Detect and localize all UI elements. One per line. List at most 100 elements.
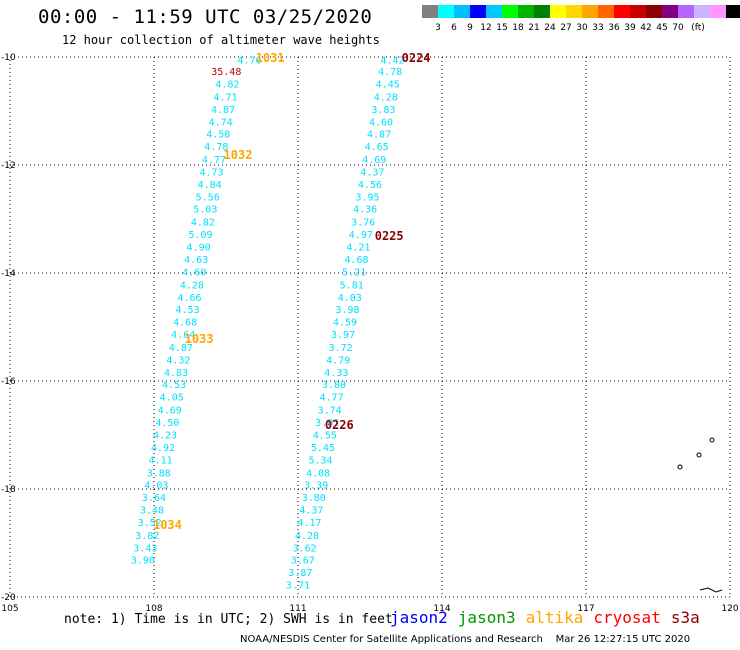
wave-height-label: 3.71: [286, 581, 310, 592]
wave-height-label: 4.87: [211, 105, 235, 116]
time-label: 0226: [325, 418, 354, 432]
scale-swatch: [486, 5, 502, 18]
scale-label: 3: [435, 23, 441, 33]
wave-height-label: 3.90: [131, 556, 155, 567]
wave-height-label: 4.36: [353, 205, 377, 216]
wave-height-label: 4.64: [171, 330, 195, 341]
scale-swatch: [614, 5, 630, 18]
wave-height-label: 4.71: [213, 92, 237, 103]
scale-swatch: [566, 5, 582, 18]
wave-height-label: 3.43: [133, 543, 157, 554]
chart-title: 00:00 - 11:59 UTC 03/25/2020: [38, 6, 373, 28]
wave-height-label: 4.68: [344, 255, 368, 266]
footer-credit: NOAA/NESDIS Center for Satellite Applica…: [240, 634, 691, 645]
x-tick-label: 117: [577, 604, 594, 614]
legend-s3a: s3a: [670, 608, 700, 627]
wave-height-label: 3.87: [288, 568, 312, 579]
wave-height-label: 35.48: [211, 67, 241, 78]
scale-swatch: [582, 5, 598, 18]
wave-height-label: 4.37: [299, 506, 323, 517]
wave-height-label: 4.45: [376, 79, 400, 90]
scale-label: 6: [451, 23, 457, 33]
scale-swatch: [710, 5, 726, 18]
wave-height-label: 4.50: [155, 418, 179, 429]
wave-height-label: 4.78: [378, 67, 402, 78]
scale-swatch: [518, 5, 534, 18]
wave-height-label: 3.48: [140, 506, 164, 517]
wave-height-label: 4.32: [166, 355, 190, 366]
wave-height-label: 4.84: [198, 180, 222, 191]
wave-height-label: 4.82: [191, 218, 215, 229]
chart-grid: [10, 57, 730, 597]
legend-jason2: jason2: [390, 608, 448, 627]
wave-height-label: 4.53: [176, 305, 200, 316]
wave-height-label: 4.90: [187, 243, 211, 254]
wave-height-label: 3.82: [135, 531, 159, 542]
wave-height-label: 4.05: [160, 393, 184, 404]
wave-height-label: 4.60: [182, 267, 206, 278]
scale-label: 15: [496, 23, 507, 33]
wave-height-label: 4.87: [169, 343, 193, 354]
y-tick-label: -10: [1, 53, 16, 63]
x-tick-label: 108: [145, 604, 162, 614]
wave-height-label: 3.80: [322, 380, 346, 391]
scale-label: 9: [467, 23, 473, 33]
wave-height-label: 3.76: [351, 218, 375, 229]
wave-height-label: 3.83: [371, 105, 395, 116]
time-label: 1032: [224, 148, 253, 162]
wave-height-label: 3.52: [138, 518, 162, 529]
wave-height-label: 4.87: [367, 130, 391, 141]
wave-height-label: 3.62: [293, 543, 317, 554]
island-outlines: [677, 437, 723, 593]
x-tick-label: 105: [1, 604, 18, 614]
time-label: 0225: [375, 229, 404, 243]
x-tick-label: 120: [721, 604, 738, 614]
scale-swatch: [438, 5, 454, 18]
scale-label: 18: [512, 23, 524, 33]
wave-height-label: 5.81: [340, 280, 364, 291]
wave-height-label: 3.39: [304, 481, 328, 492]
y-tick-label: -12: [1, 161, 16, 171]
wave-height-label: 4.92: [151, 443, 175, 454]
scale-swatch: [502, 5, 518, 18]
time-label: 0224: [402, 51, 431, 65]
wave-height-label: 4.58: [206, 130, 230, 141]
time-label: 1034: [153, 518, 182, 532]
island-outline: [696, 452, 702, 458]
wave-height-label: 3.91: [315, 418, 339, 429]
wave-height-label: 3.64: [142, 493, 166, 504]
wave-height-label: 4.17: [297, 518, 321, 529]
time-label: 1031: [256, 51, 285, 65]
scale-label: 33: [592, 23, 603, 33]
wave-height-label: 4.68: [173, 318, 197, 329]
wave-height-label: 4.11: [149, 455, 173, 466]
wave-height-label: 3.88: [147, 468, 171, 479]
scale-swatch: [694, 5, 710, 18]
wave-height-label: 4.33: [324, 368, 348, 379]
wave-height-label: 3.97: [331, 330, 355, 341]
legend-altika: altika: [525, 608, 584, 627]
scale-swatch: [646, 5, 662, 18]
wave-height-label: 4.77: [202, 155, 226, 166]
wave-height-label: 5.09: [188, 230, 212, 241]
scale-label: 36: [608, 23, 620, 33]
track-s3a: 4.424.784.454.283.834.604.874.654.694.37…: [286, 51, 431, 592]
color-scale: 3 6 9 12 15 18 21 24 27 30 33 36 39 42 45 70 (ft): [422, 5, 740, 33]
island-outline: [709, 437, 715, 443]
y-tick-label: -16: [1, 377, 16, 387]
wave-height-label: 4.66: [177, 293, 201, 304]
wave-height-label: 4.37: [360, 167, 384, 178]
wave-height-label: 4.69: [362, 155, 386, 166]
wave-height-label: 4.28: [295, 531, 319, 542]
wave-height-label: 4.21: [346, 243, 370, 254]
chart-axes: 105 108 111 114 117 120 -10 -12 -14 -16 -18 -20: [1, 53, 739, 614]
wave-height-label: 3.80: [302, 493, 326, 504]
time-label: 1033: [185, 332, 214, 346]
scale-swatch: [678, 5, 694, 18]
y-tick-label: -18: [1, 485, 16, 495]
scale-label: 21: [528, 23, 539, 33]
wave-height-label: 4.69: [158, 406, 182, 417]
wave-height-label: 3.67: [291, 556, 315, 567]
wave-height-label: 4.60: [369, 117, 393, 128]
scale-label: 30: [576, 23, 588, 33]
